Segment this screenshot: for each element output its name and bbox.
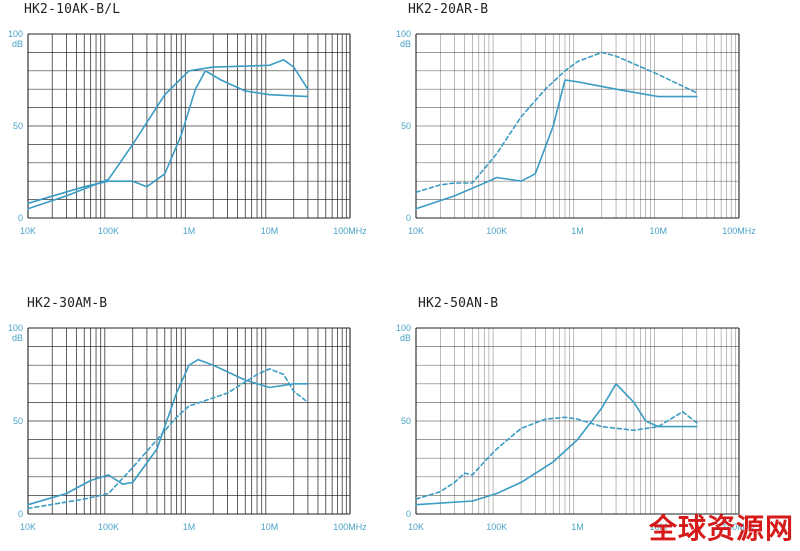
y-tick-label: 100 [396, 29, 411, 39]
y-tick-label: 0 [406, 213, 411, 223]
y-tick-label: 100 [8, 323, 23, 333]
x-tick-label: 10K [20, 226, 36, 236]
y-tick-label: 100 [396, 323, 411, 333]
x-tick-label: 100MHz [722, 522, 756, 532]
watermark-logo: 全球资源网 [648, 512, 794, 545]
x-tick-label: 100K [486, 226, 507, 236]
series-dashed-line [415, 51, 698, 193]
series-solid-line [415, 79, 698, 210]
x-tick-label: 10K [408, 522, 424, 532]
x-tick-label: 10M [649, 522, 667, 532]
chart-2-title: HK2-20AR-B [408, 2, 489, 17]
y-axis-unit: dB [400, 333, 411, 343]
x-tick-label: 100MHz [333, 226, 367, 236]
y-tick-label: 100 [8, 29, 23, 39]
x-tick-label: 100K [98, 522, 119, 532]
y-axis-unit: dB [12, 39, 23, 49]
y-axis-unit: dB [12, 333, 23, 343]
x-tick-label: 1M [183, 226, 196, 236]
y-tick-label: 50 [13, 121, 23, 131]
y-tick-label: 50 [401, 121, 411, 131]
x-tick-label: 1M [183, 522, 196, 532]
x-tick-label: 10K [20, 522, 36, 532]
x-tick-label: 10K [408, 226, 424, 236]
series-dashed-line [27, 368, 309, 510]
y-tick-label: 0 [406, 509, 411, 519]
y-tick-label: 50 [13, 416, 23, 426]
x-tick-label: 10M [261, 226, 279, 236]
series-solid-line [27, 70, 309, 205]
chart-3-title: HK2-30AM-B [27, 296, 108, 311]
y-axis-unit: dB [400, 39, 411, 49]
x-tick-label: 100MHz [722, 226, 756, 236]
x-tick-label: 100K [98, 226, 119, 236]
x-tick-label: 10M [649, 226, 667, 236]
x-tick-label: 10M [261, 522, 279, 532]
series-dashed-line [415, 410, 698, 500]
x-tick-label: 100MHz [333, 522, 367, 532]
chart-1-title: HK2-10AK-B/L [24, 2, 121, 17]
x-tick-label: 1M [571, 226, 584, 236]
y-tick-label: 50 [401, 416, 411, 426]
x-tick-label: 100K [486, 522, 507, 532]
y-tick-label: 0 [18, 213, 23, 223]
x-tick-label: 1M [571, 522, 584, 532]
chart-4-title: HK2-50AN-B [418, 296, 499, 311]
y-tick-label: 0 [18, 509, 23, 519]
series-solid-line [27, 358, 309, 506]
